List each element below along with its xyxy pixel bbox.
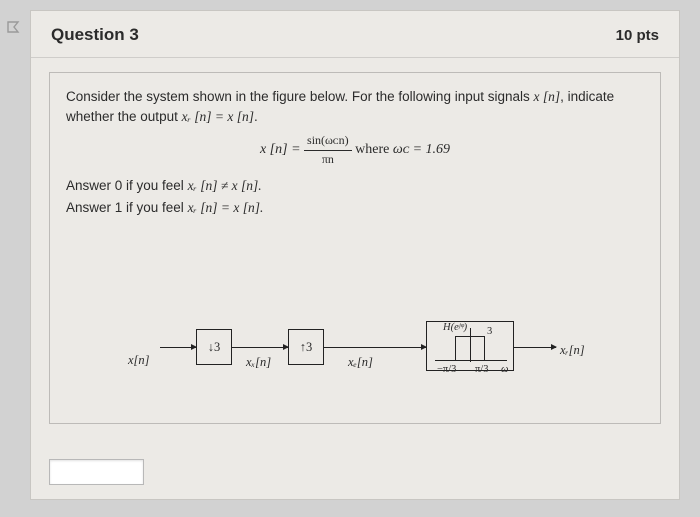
wire	[232, 347, 288, 348]
filter-response-rect	[455, 336, 485, 360]
math-inline: x [n]	[534, 89, 561, 104]
sig-in-label: x[n]	[128, 351, 150, 369]
math-inline: xᵣ [n] = x [n]	[182, 109, 254, 124]
filter-gain: 3	[487, 324, 492, 339]
eq-wc: ωᴄ = 1.69	[393, 142, 450, 157]
answer-hint-0: Answer 0 if you feel xᵣ [n] ≠ x [n].	[66, 176, 644, 196]
filter-x-axis	[435, 360, 507, 361]
xe-label: xₑ[n]	[348, 353, 373, 371]
ans1-math: xᵣ [n] = x [n].	[188, 200, 264, 215]
filter-neg-cutoff: −π/3	[437, 362, 456, 377]
equation-line: x [n] = sin(ωᴄn) πn where ωᴄ = 1.69	[66, 132, 644, 168]
system-diagram: x[n] ↓3 xₓ[n] ↑3 xₑ[n] H(eʲᵠ)	[130, 303, 570, 393]
answer-input[interactable]	[49, 459, 144, 485]
question-body: Consider the system shown in the figure …	[49, 72, 661, 424]
sig-out-label: xᵣ[n]	[560, 341, 585, 359]
question-points: 10 pts	[616, 27, 659, 44]
filter-H-label: H(eʲᵠ)	[443, 320, 467, 335]
filter-omega: ω	[501, 362, 508, 377]
question-header: Question 3 10 pts	[31, 11, 679, 58]
eq-lhs: x [n] =	[260, 142, 304, 157]
eq-fraction: sin(ωᴄn) πn	[304, 132, 352, 168]
ans1-label: Answer 1 if you feel	[66, 200, 188, 215]
prompt-text: Consider the system shown in the figure …	[66, 87, 644, 126]
downsample-label: ↓3	[208, 338, 221, 356]
filter-box: H(eʲᵠ) 3 −π/3 π/3 ω	[426, 321, 514, 371]
wire	[160, 347, 196, 348]
upsample-box: ↑3	[288, 329, 324, 365]
upsample-label: ↑3	[300, 338, 313, 356]
eq-denominator: πn	[304, 151, 352, 168]
eq-numerator: sin(ωᴄn)	[304, 132, 352, 150]
prompt-part: .	[254, 109, 258, 124]
wire	[324, 347, 426, 348]
question-card: Question 3 10 pts Consider the system sh…	[30, 10, 680, 500]
ans0-label: Answer 0 if you feel	[66, 178, 188, 193]
prompt-part: Consider the system shown in the figure …	[66, 89, 534, 104]
eq-where: where	[355, 142, 393, 157]
filter-pos-cutoff: π/3	[475, 362, 488, 377]
question-title: Question 3	[51, 25, 139, 45]
xd-label: xₓ[n]	[246, 353, 271, 371]
downsample-box: ↓3	[196, 329, 232, 365]
ans0-math: xᵣ [n] ≠ x [n].	[188, 178, 262, 193]
wire	[514, 347, 556, 348]
flag-icon[interactable]	[6, 20, 22, 40]
answer-hint-1: Answer 1 if you feel xᵣ [n] = x [n].	[66, 198, 644, 218]
